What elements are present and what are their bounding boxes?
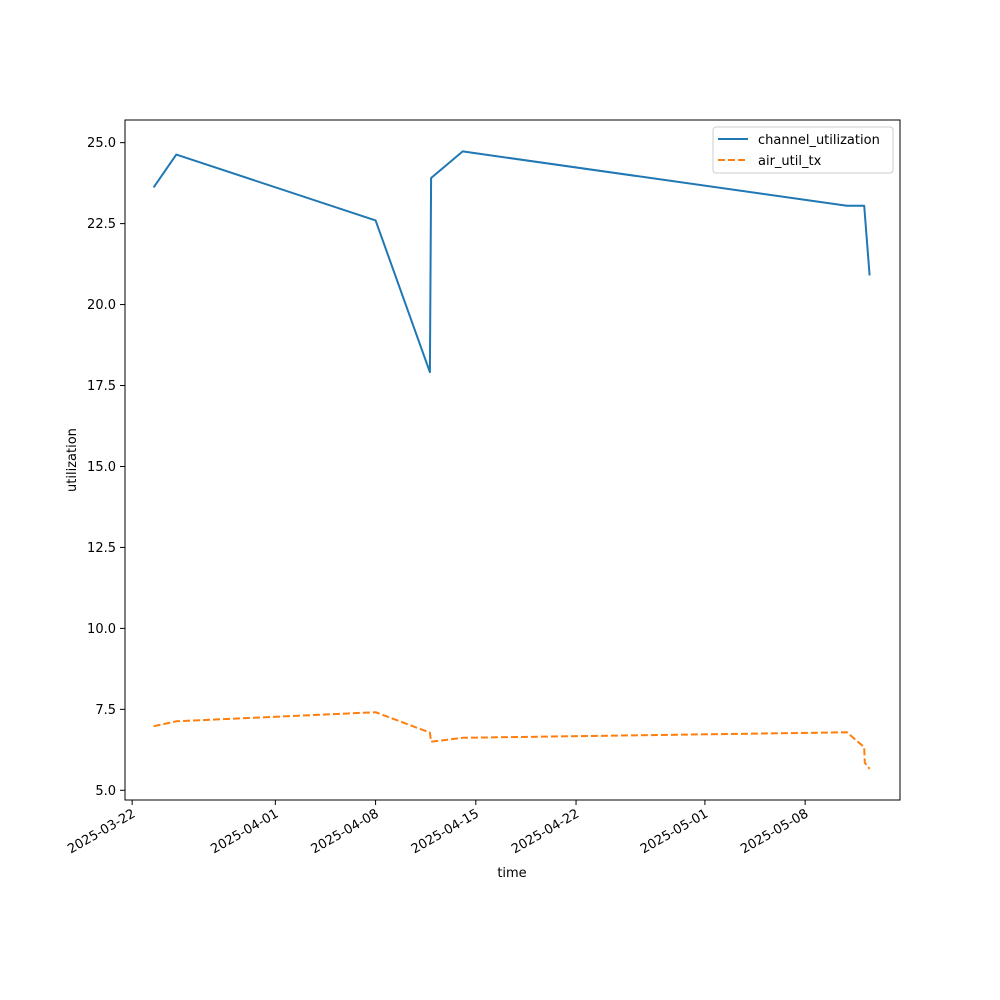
x-axis-label: time [497, 866, 526, 881]
y-tick-label: 22.5 [87, 217, 116, 232]
y-axis: 5.0 7.5 10.0 12.5 15.0 17.5 20.0 22.5 25.0 [87, 136, 125, 799]
plot-frame [124, 119, 901, 801]
legend-label-air-util-tx: air_util_tx [758, 154, 822, 169]
y-tick-label: 15.0 [87, 460, 116, 475]
legend: channel_utilization air_util_tx [712, 126, 894, 174]
series-layer [152, 150, 871, 770]
y-tick-label: 12.5 [87, 541, 116, 556]
series-line-air-util-tx [153, 711, 871, 770]
legend-frame [712, 126, 894, 174]
y-tick-label: 25.0 [87, 136, 116, 151]
y-tick-label: 7.5 [95, 703, 116, 718]
y-tick-label: 17.5 [87, 379, 116, 394]
y-axis-label: utilization [65, 428, 80, 492]
y-tick-label: 20.0 [87, 298, 116, 313]
y-tick-label: 10.0 [87, 622, 116, 637]
series-line-channel-utilization [152, 150, 871, 374]
y-tick-label: 5.0 [95, 784, 116, 799]
legend-label-channel-utilization: channel_utilization [758, 133, 880, 148]
